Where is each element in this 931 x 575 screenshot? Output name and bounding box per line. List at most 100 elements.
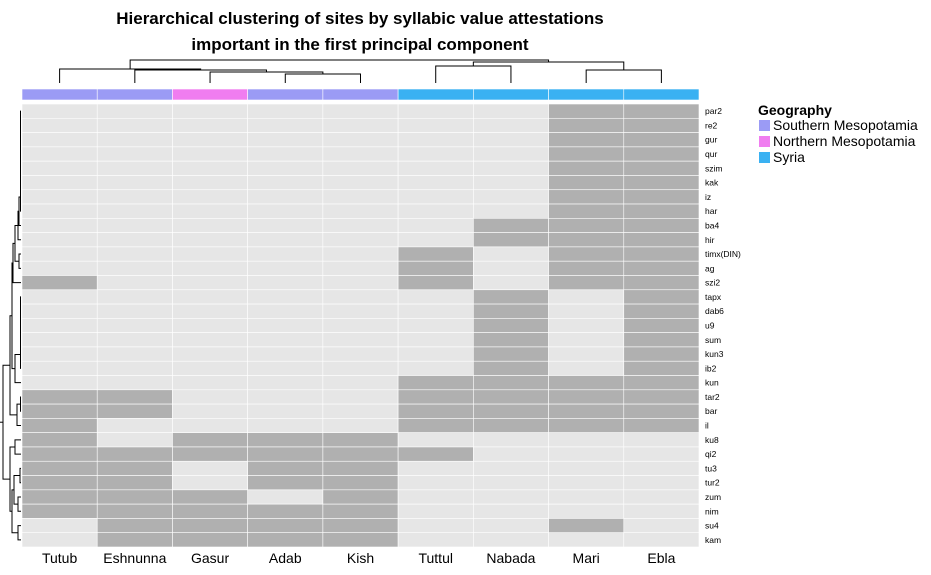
heatmap-cell (96, 117, 173, 133)
dendrogram-link (585, 69, 662, 83)
heatmap-cell (96, 303, 173, 319)
heatmap-cell (96, 289, 173, 305)
dendrogram-link (284, 73, 361, 83)
heatmap-cell (473, 318, 549, 333)
column-label: Ebla (647, 550, 675, 566)
heatmap-cell (322, 218, 399, 233)
heatmap-cell (96, 460, 173, 476)
heatmap-cell (172, 203, 248, 219)
heatmap-cell (623, 360, 700, 376)
row-label: kun (705, 378, 719, 388)
heatmap-cell (247, 275, 324, 291)
heatmap-cell (172, 375, 248, 391)
legend-label: Syria (773, 149, 805, 165)
heatmap-cell (623, 203, 700, 219)
heatmap-cell (96, 160, 173, 176)
heatmap-cell (623, 532, 700, 548)
heatmap-cell (397, 303, 474, 319)
heatmap-cell (548, 103, 625, 119)
heatmap-cell (397, 103, 474, 119)
heatmap-cell (172, 503, 248, 519)
heatmap-cell (473, 117, 549, 133)
dendrogram-link (17, 525, 21, 541)
row-label: il (705, 421, 709, 431)
heatmap-cell (21, 403, 98, 419)
heatmap-cell (96, 189, 173, 205)
heatmap-cell (548, 318, 625, 333)
heatmap-cell (21, 189, 98, 205)
heatmap-cell (96, 375, 173, 391)
heatmap-cell (397, 175, 474, 191)
heatmap-cell (397, 260, 474, 276)
row-label: u9 (705, 321, 715, 331)
heatmap-cell (322, 389, 399, 405)
heatmap-cell (548, 275, 625, 291)
heatmap-cell (548, 346, 625, 362)
heatmap-cell (473, 275, 549, 291)
heatmap-cell (96, 418, 173, 433)
heatmap-cell (247, 289, 324, 305)
heatmap-cell (247, 346, 324, 362)
row-label: har (705, 206, 717, 216)
heatmap-cell (473, 418, 549, 433)
heatmap-cell (247, 132, 324, 148)
heatmap-cell (322, 146, 399, 162)
heatmap-cell (473, 403, 549, 419)
heatmap-cell (473, 303, 549, 319)
heatmap-cell (172, 132, 248, 148)
heatmap-cell (247, 260, 324, 276)
heatmap-cell (623, 103, 700, 119)
heatmap-cell (623, 275, 700, 291)
heatmap-cell (548, 332, 625, 348)
heatmap-cell (623, 146, 700, 162)
heatmap-cell (397, 460, 474, 476)
heatmap-cell (397, 332, 474, 348)
heatmap-cell (397, 446, 474, 462)
heatmap-cell (623, 246, 700, 262)
geography-annotation-bar (21, 88, 700, 101)
heatmap-cell (473, 432, 549, 448)
heatmap-cell (473, 175, 549, 191)
row-label: kun3 (705, 349, 724, 359)
column-label: Eshnunna (103, 550, 166, 566)
heatmap-cell (21, 432, 98, 448)
heatmap-cell (247, 103, 324, 119)
heatmap-cell (247, 303, 324, 319)
chart-title-line-2: important in the first principal compone… (191, 35, 529, 54)
heatmap-cell (397, 475, 474, 491)
row-label: ib2 (705, 363, 717, 373)
dendrogram-link (11, 489, 18, 534)
heatmap-cell (172, 246, 248, 262)
row-label: kak (705, 178, 719, 188)
heatmap-cell (322, 503, 399, 519)
column-label: Adab (269, 550, 302, 566)
heatmap-cell (548, 289, 625, 305)
row-label: su4 (705, 521, 719, 531)
heatmap-cell (172, 275, 248, 291)
heatmap-cell (397, 117, 474, 133)
heatmap-cell (247, 360, 324, 376)
heatmap-cell (623, 175, 700, 191)
heatmap-cell (172, 403, 248, 419)
row-label: tur2 (705, 478, 720, 488)
heatmap-cell (172, 160, 248, 176)
heatmap-cell (21, 260, 98, 276)
heatmap-cell (172, 432, 248, 448)
heatmap-cell (247, 203, 324, 219)
heatmap-cell (21, 246, 98, 262)
dendrogram-link (18, 253, 21, 269)
heatmap-cell (96, 346, 173, 362)
heatmap-cell (247, 503, 324, 519)
heatmap-cell (21, 289, 98, 305)
heatmap-cell (623, 446, 700, 462)
annotation-cell (172, 88, 248, 101)
heatmap-cell (548, 203, 625, 219)
heatmap-cell (96, 503, 173, 519)
heatmap-cell (548, 218, 625, 233)
heatmap-cell (623, 489, 700, 505)
row-labels: par2 re2 gur qur szim kak iz har ba4 hir timx(DIN)… (705, 106, 741, 545)
heatmap-cell (397, 503, 474, 519)
heatmap-cell (172, 218, 248, 233)
heatmap-cell (623, 218, 700, 233)
dendrogram-link (17, 496, 21, 512)
